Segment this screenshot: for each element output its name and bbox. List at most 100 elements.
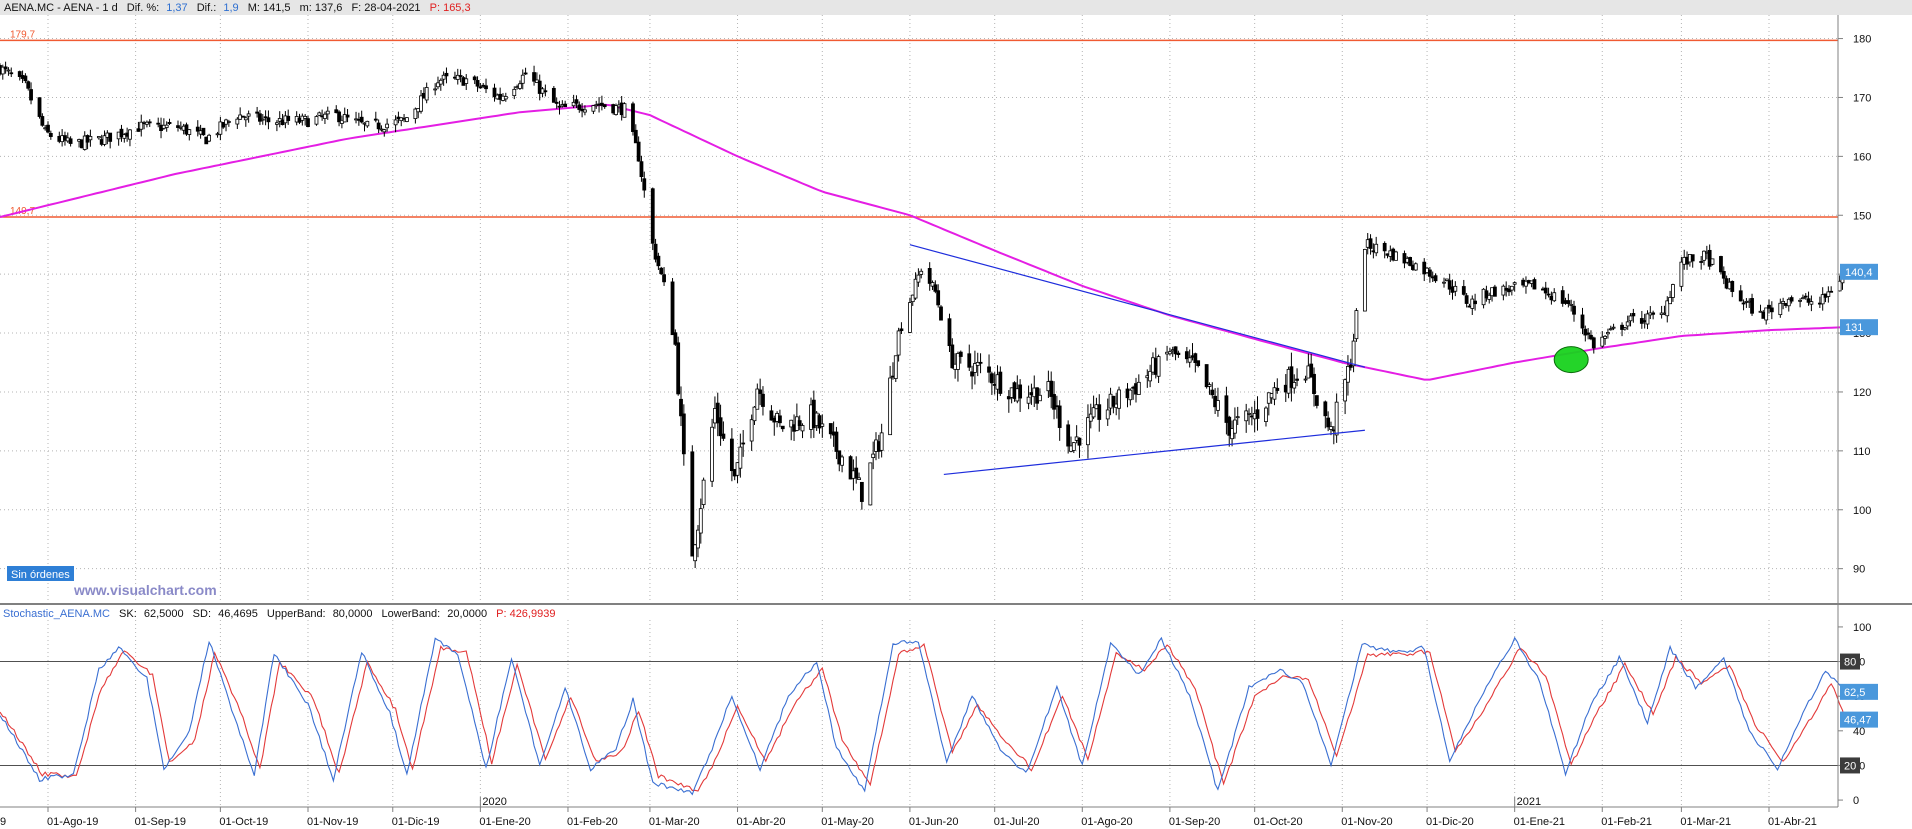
candle-body: [574, 99, 579, 104]
candle-body: [218, 121, 223, 135]
x-tick-label: 01-Oct-20: [1254, 816, 1303, 828]
candle-body: [729, 438, 734, 472]
stoch-y-label: 0: [1853, 795, 1859, 807]
candle-body: [1473, 300, 1478, 305]
x-tick-label: 01-Dic-20: [1426, 816, 1474, 828]
candle-body: [1702, 250, 1706, 261]
candle-body: [241, 115, 245, 118]
candle-body: [436, 82, 440, 88]
candle-body: [642, 178, 647, 191]
candle-body: [1128, 389, 1133, 401]
candle-body: [9, 72, 14, 75]
candle-body: [258, 113, 262, 122]
candle-body: [602, 104, 607, 108]
candle-body: [1798, 299, 1802, 302]
candle-body: [1566, 300, 1571, 304]
candle-body: [221, 122, 226, 128]
candle-body: [679, 398, 683, 417]
candle-body: [1091, 407, 1096, 418]
candle-body: [1374, 243, 1379, 254]
x-tick-label: 01-Dic-19: [392, 816, 440, 828]
candle-body: [908, 302, 912, 333]
candle-body: [424, 87, 429, 101]
candle-body: [1066, 424, 1071, 447]
candle-body: [102, 135, 107, 145]
candle-body: [1156, 356, 1161, 377]
stoch-upper-label: UpperBand:: [267, 608, 326, 620]
stoch-axis-tag-label: 20: [1844, 760, 1856, 772]
candle-body: [1464, 295, 1469, 304]
candle-body: [631, 103, 635, 132]
candle-body: [385, 123, 390, 129]
price-y-label: 160: [1853, 151, 1871, 163]
candle-body: [325, 110, 330, 115]
candle-body: [523, 72, 528, 75]
candle-body: [1484, 290, 1489, 299]
orders-badge[interactable]: [7, 566, 74, 581]
candle-body: [698, 508, 703, 534]
candle-body: [537, 80, 542, 94]
highlight-marker: [1553, 346, 1589, 374]
candle-body: [266, 117, 271, 123]
price-axis-tag-label: 131: [1845, 322, 1863, 334]
candle-body: [23, 75, 28, 82]
candle-body: [518, 83, 522, 89]
candle-body: [419, 95, 423, 112]
candle-body: [1077, 437, 1082, 446]
candle-body: [930, 282, 935, 287]
price-y-label: 90: [1853, 564, 1865, 576]
candle-body: [927, 268, 932, 284]
stoch-sd-line: [0, 642, 1846, 792]
candle-body: [1272, 387, 1277, 400]
candle-body: [68, 138, 73, 144]
candle-body: [1071, 442, 1076, 451]
candle-body: [1645, 313, 1650, 325]
candle-body: [37, 97, 42, 117]
candle-body: [673, 332, 678, 345]
candle-body: [879, 432, 884, 451]
candle-body: [800, 425, 805, 432]
candle-body: [1354, 310, 1359, 340]
stoch-sk-label: SK:: [119, 608, 137, 620]
candle-body: [512, 88, 517, 97]
candle-body: [1346, 365, 1350, 383]
resistance-label: 179,7: [10, 29, 35, 40]
candle-body: [998, 371, 1003, 394]
candle-body: [653, 243, 658, 260]
candle-body: [1461, 286, 1466, 295]
header-dif-label: Dif.:: [197, 2, 217, 14]
candle-body: [1543, 287, 1548, 294]
candle-body: [956, 353, 960, 370]
candle-body: [1329, 426, 1333, 430]
candle-body: [1606, 332, 1610, 335]
stoch-lower-value: 20,0000: [447, 608, 487, 620]
candle-body: [1255, 409, 1260, 419]
candle-body: [88, 136, 93, 141]
candle-body: [1323, 401, 1328, 417]
candle-body: [554, 101, 559, 104]
candle-body: [3, 66, 8, 70]
candle-body: [246, 113, 251, 117]
price-y-label: 100: [1853, 505, 1871, 517]
candle-body: [1230, 428, 1234, 440]
x-tick-label: 01-Ene-21: [1514, 816, 1565, 828]
x-tick-label: 01-Mar-21: [1680, 816, 1731, 828]
candle-body: [1707, 249, 1712, 267]
candle-body: [1738, 290, 1743, 302]
candle-body: [916, 274, 921, 283]
candle-body: [195, 126, 200, 132]
candle-body: [1668, 297, 1672, 305]
trendline: [943, 429, 1365, 476]
candle-body: [1769, 307, 1774, 313]
candle-body: [670, 281, 675, 336]
candle-body: [1611, 326, 1616, 329]
candle-body: [828, 423, 833, 435]
candle-body: [761, 393, 765, 407]
stoch-axis-tags: 80 62,5 46,47 20: [1840, 653, 1878, 774]
candle-body: [255, 111, 260, 114]
candle-body: [0, 66, 5, 75]
x-tick-label: 01-Oct-19: [219, 816, 268, 828]
candle-body: [817, 415, 822, 429]
x-tick-label: 01-Ago-20: [1081, 816, 1132, 828]
candle-body: [848, 456, 853, 480]
